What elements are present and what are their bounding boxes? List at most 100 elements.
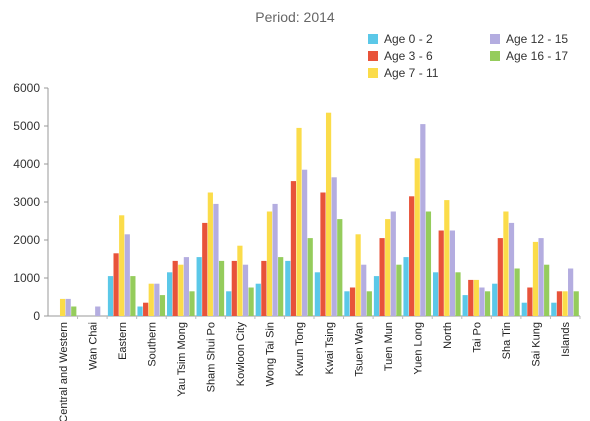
legend-label: Age 16 - 17 <box>506 49 569 63</box>
bar <box>172 260 178 316</box>
y-tick-label: 5000 <box>13 119 40 133</box>
legend-label: Age 12 - 15 <box>506 32 569 46</box>
bar <box>484 291 491 316</box>
bar <box>320 192 326 316</box>
bar <box>143 302 149 316</box>
y-tick-label: 0 <box>33 309 40 323</box>
x-tick-label: Sham Shui Po <box>206 322 218 392</box>
x-tick-label: Tuen Mun <box>383 322 395 371</box>
bar <box>183 257 189 316</box>
bar <box>544 264 550 316</box>
x-tick-label: Wong Tai Sin <box>265 322 277 386</box>
bar <box>514 268 520 316</box>
bar <box>314 272 320 316</box>
bar <box>255 283 261 316</box>
bar <box>107 276 114 316</box>
legend-swatch <box>368 51 378 61</box>
bar <box>159 295 166 316</box>
bar <box>556 291 563 316</box>
legend-item[interactable]: Age 0 - 2 <box>368 32 433 46</box>
bar <box>242 264 249 316</box>
x-tick-label: Kowloon City <box>235 322 247 387</box>
bar <box>331 177 337 316</box>
bar <box>202 222 208 316</box>
x-tick-label: Eastern <box>117 322 129 360</box>
legend-swatch <box>490 34 500 44</box>
bar <box>462 295 468 316</box>
x-tick-label: Central and Western <box>58 322 70 421</box>
bar <box>71 306 77 316</box>
y-tick-label: 4000 <box>13 157 40 171</box>
bar <box>390 211 396 316</box>
bar <box>551 302 557 316</box>
bar <box>137 306 143 316</box>
x-axis: Central and Western Wan Chai Eastern Southe… <box>48 315 581 421</box>
bar <box>409 196 415 316</box>
legend-swatch <box>368 68 378 78</box>
bar <box>248 287 254 316</box>
legend-item[interactable]: Age 7 - 11 <box>368 66 438 80</box>
y-axis: 0 1000 2000 3000 4000 5000 6000 <box>13 81 49 323</box>
bar <box>65 298 71 316</box>
bar <box>213 203 219 316</box>
bar <box>266 211 273 316</box>
bar <box>527 287 533 316</box>
chart-title: Period: 2014 <box>255 9 335 25</box>
bar <box>366 291 372 316</box>
legend-item[interactable]: Age 12 - 15 <box>490 32 568 46</box>
bar <box>508 222 515 316</box>
legend-item[interactable]: Age 16 - 17 <box>490 49 568 63</box>
bar <box>95 306 101 316</box>
x-tick-label: Sai Kung <box>531 322 543 367</box>
legend-label: Age 7 - 11 <box>384 66 439 80</box>
bar <box>373 276 380 316</box>
bar <box>538 238 544 316</box>
legend-swatch <box>490 51 500 61</box>
bar <box>562 291 568 316</box>
bar <box>207 192 213 316</box>
bar <box>113 253 119 316</box>
y-tick-label: 2000 <box>13 233 40 247</box>
bar <box>231 260 237 316</box>
bar <box>344 291 350 316</box>
bar <box>503 211 509 316</box>
bar <box>455 272 461 316</box>
x-tick-label: Wan Chai <box>87 322 99 370</box>
bar <box>154 283 160 316</box>
bar <box>196 257 202 316</box>
bar <box>379 238 385 316</box>
x-tick-label: Kwun Tong <box>294 322 306 376</box>
bar <box>438 230 444 316</box>
bar <box>449 230 455 316</box>
bars <box>59 112 579 317</box>
bar <box>361 264 367 316</box>
bar <box>349 287 356 316</box>
legend-item[interactable]: Age 3 - 6 <box>368 49 433 63</box>
bar <box>492 283 498 316</box>
bar <box>403 257 409 316</box>
x-tick-label: Yau Tsim Mong <box>176 322 188 397</box>
bar <box>425 211 432 316</box>
bar <box>290 181 297 316</box>
bar <box>124 234 130 316</box>
bar <box>568 268 574 316</box>
x-tick-label: Islands <box>560 322 572 357</box>
bar <box>189 291 195 316</box>
bar <box>385 219 391 316</box>
x-tick-label: Tsuen Wan <box>353 322 365 377</box>
bar <box>532 241 539 316</box>
bar <box>130 276 136 316</box>
bar <box>497 238 503 316</box>
x-tick-label: Kwai Tsing <box>324 322 336 374</box>
bar <box>468 279 474 316</box>
bar <box>473 279 479 316</box>
bar <box>226 291 232 316</box>
bar <box>420 124 426 316</box>
bar <box>218 260 225 316</box>
y-tick-label: 6000 <box>13 81 40 95</box>
bar <box>355 234 361 316</box>
legend-label: Age 3 - 6 <box>384 49 433 63</box>
bar <box>261 260 267 316</box>
